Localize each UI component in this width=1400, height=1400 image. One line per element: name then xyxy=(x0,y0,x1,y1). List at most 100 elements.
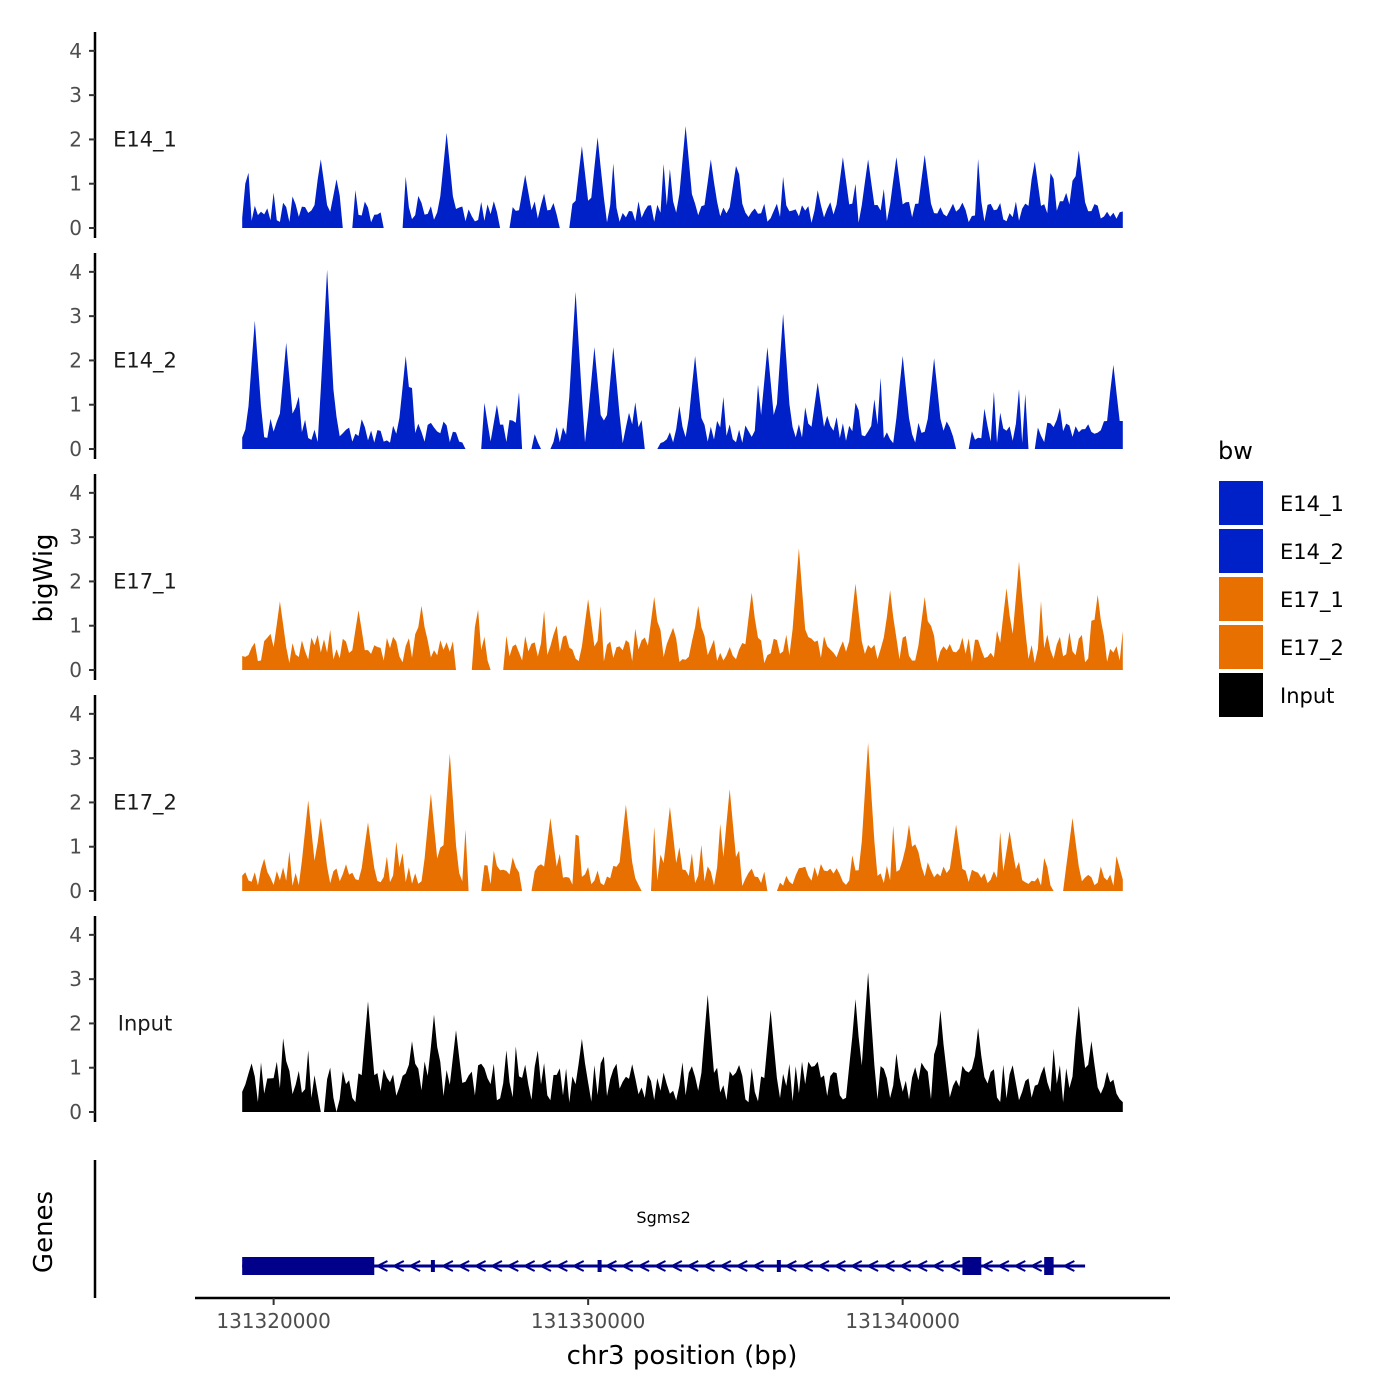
legend-label: E17_1 xyxy=(1280,588,1344,613)
strand-arrow xyxy=(391,1260,405,1272)
strand-arrow xyxy=(996,1260,1010,1272)
track-e17-2: 0 1 2 3 4 E17_2 xyxy=(69,695,1123,903)
coverage-area-e17-1 xyxy=(242,548,1123,670)
y-tick-label: 3 xyxy=(69,83,82,107)
y-tick-label: 4 xyxy=(69,481,82,505)
y-tick-label: 3 xyxy=(69,304,82,328)
legend-label: E14_2 xyxy=(1280,540,1344,565)
y-tick-label: 4 xyxy=(69,39,82,63)
strand-arrow xyxy=(735,1260,748,1272)
legend-swatch xyxy=(1217,479,1265,527)
strand-arrow xyxy=(914,1260,928,1272)
legend-label: E17_2 xyxy=(1280,636,1344,661)
strand-arrow xyxy=(604,1260,617,1272)
legend: bw E14_1 E14_2 E17_1 E17_2 Input xyxy=(1217,437,1344,719)
strand-arrow xyxy=(375,1260,388,1272)
strand-arrow xyxy=(685,1260,699,1272)
legend-item-input: Input xyxy=(1217,671,1334,719)
legend-item-e17-1: E17_1 xyxy=(1217,575,1344,623)
track-label: Input xyxy=(118,1011,172,1035)
x-axis-title: chr3 position (bp) xyxy=(567,1341,798,1371)
y-tick-label: 0 xyxy=(69,879,82,903)
y-tick-label: 1 xyxy=(69,393,82,417)
strand-arrow xyxy=(751,1260,765,1272)
strand-arrow xyxy=(849,1260,863,1272)
strand-arrow xyxy=(800,1260,814,1272)
strand-arrow xyxy=(865,1260,879,1272)
legend-item-e17-2: E17_2 xyxy=(1217,623,1344,671)
strand-arrow xyxy=(784,1260,797,1272)
track-e14-2: 0 1 2 3 4 E14_2 xyxy=(69,253,1123,461)
legend-swatch xyxy=(1217,671,1265,719)
coverage-area-e14-1 xyxy=(242,126,1123,228)
y-tick-label: 0 xyxy=(69,216,82,240)
strand-arrow xyxy=(489,1260,503,1272)
y-tick-label: 3 xyxy=(69,967,82,991)
strand-arrow xyxy=(571,1260,585,1272)
legend-item-e14-2: E14_2 xyxy=(1217,527,1344,575)
strand-arrow xyxy=(522,1260,536,1272)
y-tick-label: 2 xyxy=(69,127,82,151)
exon xyxy=(242,1257,375,1275)
track-label: E14_2 xyxy=(113,348,177,373)
track-e14-1: 0 1 2 3 4 E14_1 xyxy=(69,32,1123,240)
y-tick-label: 0 xyxy=(69,658,82,682)
y-tick-label: 0 xyxy=(69,1100,82,1124)
strand-arrow xyxy=(931,1260,944,1272)
strand-arrow xyxy=(636,1260,650,1272)
track-label: E17_1 xyxy=(113,569,177,594)
y-tick-label: 3 xyxy=(69,746,82,770)
genes-axis-title: Genes xyxy=(29,1191,59,1273)
strand-arrow xyxy=(473,1260,487,1272)
strand-arrow xyxy=(1013,1260,1026,1272)
y-tick-label: 1 xyxy=(69,614,82,638)
strand-arrow xyxy=(440,1260,454,1272)
track-input: 0 1 2 3 4 Input xyxy=(69,916,1123,1124)
y-tick-label: 1 xyxy=(69,172,82,196)
y-tick-label: 1 xyxy=(69,835,82,859)
legend-swatch xyxy=(1217,623,1265,671)
strand-arrow xyxy=(947,1260,961,1272)
strand-arrow xyxy=(1029,1260,1043,1272)
track-label: E14_1 xyxy=(113,127,177,152)
x-tick-label: 131330000 xyxy=(531,1309,646,1333)
strand-arrow xyxy=(506,1260,519,1272)
gene-sgms2: Sgms2 xyxy=(242,1208,1086,1275)
exon xyxy=(1044,1257,1054,1275)
genes-panel: Sgms2 xyxy=(93,1160,1086,1298)
y-tick-label: 2 xyxy=(69,348,82,372)
legend-item-e14-1: E14_1 xyxy=(1217,479,1344,527)
strand-arrow xyxy=(702,1260,715,1272)
strand-arrow xyxy=(669,1260,683,1272)
y-tick-label: 1 xyxy=(69,1056,82,1080)
y-tick-label: 2 xyxy=(69,790,82,814)
exon xyxy=(597,1260,602,1272)
strand-arrow xyxy=(1062,1260,1075,1272)
gene-name-label: Sgms2 xyxy=(636,1208,690,1227)
coverage-area-input xyxy=(242,972,1123,1112)
strand-arrow xyxy=(882,1260,895,1272)
y-tick-label: 4 xyxy=(69,260,82,284)
exon xyxy=(776,1260,781,1272)
coverage-tracks: 0 1 2 3 4 E14_1 0 1 2 3 4 E14_2 0 1 2 3 4 E17_1 0 1 2 3 4 E17_2… xyxy=(69,32,1123,1124)
legend-label: E14_1 xyxy=(1280,492,1344,517)
strand-arrow xyxy=(980,1260,994,1272)
strand-arrow xyxy=(653,1260,666,1272)
strand-arrow xyxy=(407,1260,421,1272)
strand-arrow xyxy=(718,1260,732,1272)
coverage-area-e17-2 xyxy=(242,742,1123,891)
strand-arrow xyxy=(456,1260,470,1272)
y-tick-label: 2 xyxy=(69,1011,82,1035)
strand-arrow xyxy=(538,1260,552,1272)
legend-swatch xyxy=(1217,527,1265,575)
exon xyxy=(430,1260,435,1272)
legend-title: bw xyxy=(1218,437,1253,465)
strand-arrow xyxy=(816,1260,830,1272)
exon xyxy=(962,1257,982,1275)
strand-arrow xyxy=(555,1260,568,1272)
legend-label: Input xyxy=(1280,684,1334,708)
strand-arrow xyxy=(898,1260,912,1272)
track-label: E17_2 xyxy=(113,790,177,815)
y-axis-title: bigWig xyxy=(29,533,59,622)
